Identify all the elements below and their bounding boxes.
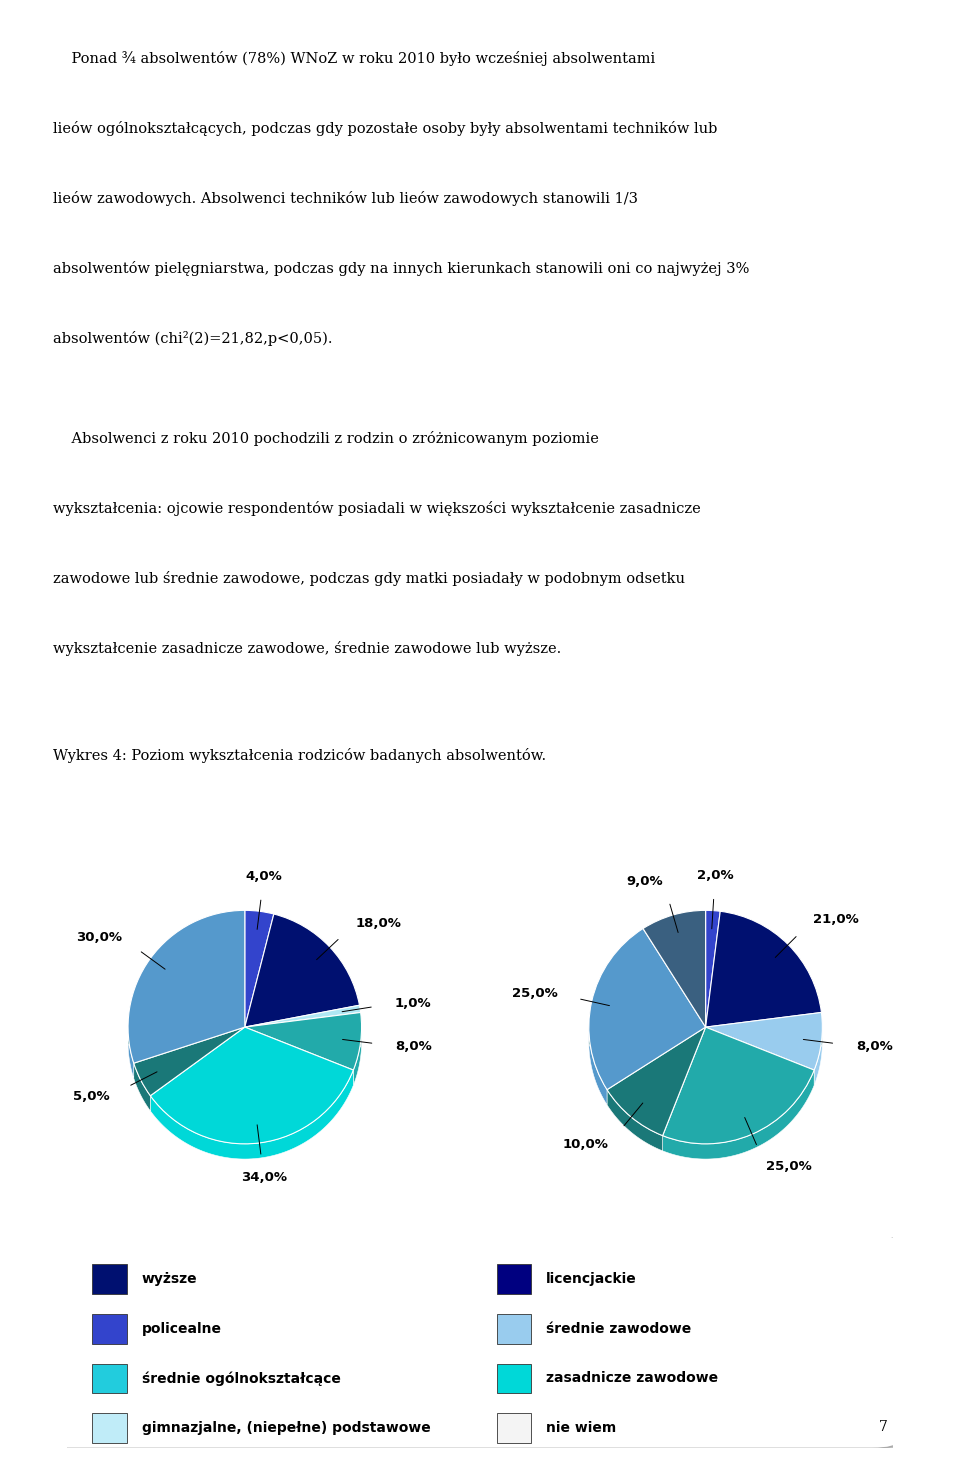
Text: średnie ogólnokształcące: średnie ogólnokształcące [141, 1371, 341, 1386]
Text: absolwentów pielęgniarstwa, podczas gdy na innych kierunkach stanowili oni co na: absolwentów pielęgniarstwa, podczas gdy … [53, 261, 749, 276]
Polygon shape [128, 1025, 133, 1079]
Polygon shape [588, 1026, 607, 1105]
Text: wykształcenia: ojcowie respondentów posiadali w większości wykształcenie zasadni: wykształcenia: ojcowie respondentów posi… [53, 501, 701, 515]
Text: 34,0%: 34,0% [241, 1171, 287, 1184]
Text: 25,0%: 25,0% [766, 1159, 811, 1172]
Ellipse shape [128, 1013, 362, 1072]
Text: licencjackie: licencjackie [546, 1272, 636, 1286]
Text: Absolwenci z roku 2010 pochodzili z rodzin o zróżnicowanym poziomie: Absolwenci z roku 2010 pochodzili z rodz… [53, 431, 599, 445]
Bar [496, 1264, 531, 1294]
Text: absolwentów (chi²(2)=21,82,p<0,05).: absolwentów (chi²(2)=21,82,p<0,05). [53, 331, 332, 346]
Bar [496, 1364, 531, 1393]
Polygon shape [814, 1025, 823, 1085]
Polygon shape [662, 1070, 814, 1159]
Polygon shape [353, 1025, 362, 1085]
Text: Ponad ¾ absolwentów (78%) WNoZ w roku 2010 było wcześniej absolwentami: Ponad ¾ absolwentów (78%) WNoZ w roku 20… [53, 51, 655, 66]
Text: 25,0%: 25,0% [512, 987, 558, 1000]
Text: 5,0%: 5,0% [73, 1089, 109, 1102]
Text: 2,0%: 2,0% [697, 869, 733, 882]
Ellipse shape [588, 1013, 823, 1072]
Wedge shape [607, 1026, 706, 1136]
Bar [496, 1314, 531, 1343]
Wedge shape [245, 1006, 361, 1026]
FancyBboxPatch shape [53, 1242, 918, 1460]
Text: 10,0%: 10,0% [563, 1137, 609, 1150]
Text: 21,0%: 21,0% [813, 914, 858, 926]
Wedge shape [588, 929, 706, 1089]
Wedge shape [706, 1012, 823, 1070]
Wedge shape [245, 911, 274, 1026]
Text: Wykres 4: Poziom wykształcenia rodziców badanych absolwentów.: Wykres 4: Poziom wykształcenia rodziców … [53, 748, 546, 762]
Text: 9,0%: 9,0% [627, 875, 663, 888]
Text: średnie zawodowe: średnie zawodowe [546, 1321, 691, 1336]
Wedge shape [706, 911, 720, 1026]
Wedge shape [706, 911, 822, 1026]
Text: zasadnicze zawodowe: zasadnicze zawodowe [546, 1371, 718, 1386]
Bar [92, 1314, 127, 1343]
Wedge shape [662, 1026, 814, 1143]
Wedge shape [151, 1026, 353, 1143]
Wedge shape [133, 1026, 245, 1096]
Text: zawodowe lub średnie zawodowe, podczas gdy matki posiadały w podobnym odsetku: zawodowe lub średnie zawodowe, podczas g… [53, 571, 684, 585]
Wedge shape [128, 911, 245, 1063]
Bar [92, 1264, 127, 1294]
Text: 8,0%: 8,0% [856, 1040, 893, 1053]
Text: lieów zawodowych. Absolwenci techników lub lieów zawodowych stanowili 1/3: lieów zawodowych. Absolwenci techników l… [53, 191, 637, 206]
Text: 18,0%: 18,0% [355, 917, 401, 930]
Text: wyższe: wyższe [141, 1272, 197, 1286]
Bar [496, 1413, 531, 1442]
Text: 30,0%: 30,0% [76, 931, 122, 945]
Text: lieów ogólnokształcących, podczas gdy pozostałe osoby były absolwentami technikó: lieów ogólnokształcących, podczas gdy po… [53, 121, 717, 136]
Bar [92, 1413, 127, 1442]
Polygon shape [133, 1063, 151, 1111]
Polygon shape [151, 1070, 353, 1159]
Wedge shape [643, 911, 706, 1026]
Text: policealne: policealne [141, 1321, 222, 1336]
Bar [92, 1364, 127, 1393]
Text: 7: 7 [878, 1419, 888, 1434]
Wedge shape [245, 914, 359, 1026]
Text: 8,0%: 8,0% [396, 1040, 432, 1053]
Wedge shape [245, 1012, 362, 1070]
Text: 1,0%: 1,0% [395, 997, 431, 1010]
Text: 4,0%: 4,0% [246, 870, 282, 883]
Text: nie wiem: nie wiem [546, 1421, 616, 1435]
Text: gimnazjalne, (niepełne) podstawowe: gimnazjalne, (niepełne) podstawowe [141, 1421, 430, 1435]
Polygon shape [607, 1089, 662, 1150]
FancyBboxPatch shape [42, 1235, 897, 1448]
Text: wykształcenie zasadnicze zawodowe, średnie zawodowe lub wyższe.: wykształcenie zasadnicze zawodowe, średn… [53, 641, 561, 656]
